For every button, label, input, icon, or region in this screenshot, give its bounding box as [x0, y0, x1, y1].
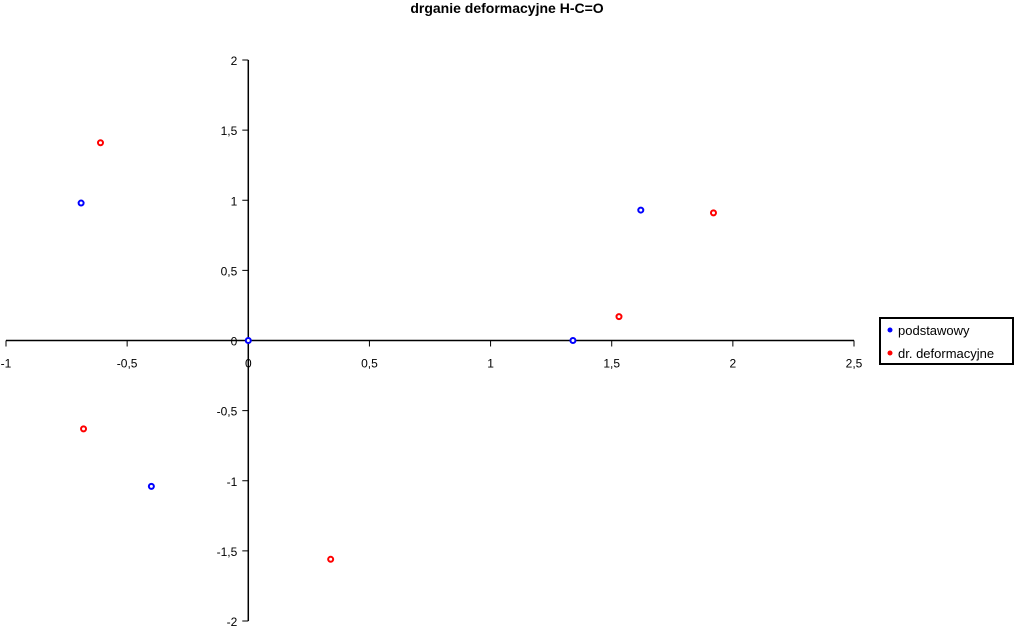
legend: podstawowy dr. deformacyjne: [879, 317, 1014, 365]
y-tick-label: -0,5: [217, 405, 238, 419]
data-point-dr-deformacyjne: [615, 313, 623, 321]
x-tick-label: 0,5: [361, 357, 378, 371]
data-point-dr-deformacyjne: [96, 139, 104, 147]
x-tick-label: 1: [487, 357, 494, 371]
y-tick-label: 0,5: [221, 264, 238, 278]
chart-title: drganie deformacyjne H-C=O: [410, 0, 603, 16]
y-tick-label: -1,5: [217, 545, 238, 559]
data-point-podstawowy: [569, 337, 577, 344]
legend-label: dr. deformacyjne: [898, 346, 994, 361]
x-tick-label: -0,5: [117, 357, 138, 371]
x-tick-label: 2,5: [846, 357, 863, 371]
legend-box: [879, 317, 1014, 365]
data-point-podstawowy: [77, 199, 85, 207]
data-point-dr-deformacyjne: [709, 209, 717, 217]
y-tick-label: -2: [227, 615, 238, 629]
data-point-podstawowy: [637, 206, 645, 214]
x-tick-label: -1: [1, 357, 12, 371]
y-tick-label: 2: [231, 54, 238, 68]
legend-marker: [887, 327, 893, 333]
y-tick-label: 0: [231, 335, 238, 349]
y-tick-label: 1,5: [221, 124, 238, 138]
x-tick-label: 2: [730, 357, 737, 371]
data-point-podstawowy: [244, 337, 252, 344]
y-tick-label: 1: [231, 194, 238, 208]
data-point-dr-deformacyjne: [327, 555, 335, 563]
x-tick-label: 1,5: [603, 357, 620, 371]
legend-marker: [887, 350, 893, 356]
data-point-dr-deformacyjne: [80, 425, 88, 433]
legend-label: podstawowy: [898, 323, 970, 338]
y-tick-label: -1: [227, 475, 238, 489]
data-point-podstawowy: [147, 482, 155, 490]
x-tick-label: 0: [245, 357, 252, 371]
